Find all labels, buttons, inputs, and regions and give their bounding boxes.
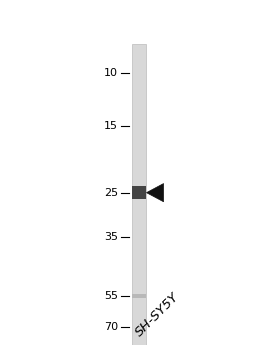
Bar	[132, 294, 146, 298]
Text: 55: 55	[104, 291, 118, 301]
Text: 25: 25	[104, 188, 118, 197]
Polygon shape	[146, 184, 164, 202]
Text: 10: 10	[104, 68, 118, 78]
Text: 35: 35	[104, 232, 118, 242]
Bar	[132, 44, 146, 345]
Bar	[132, 187, 146, 199]
Text: 15: 15	[104, 121, 118, 131]
Text: 70: 70	[104, 322, 118, 333]
Text: SH-SY5Y: SH-SY5Y	[133, 290, 182, 339]
